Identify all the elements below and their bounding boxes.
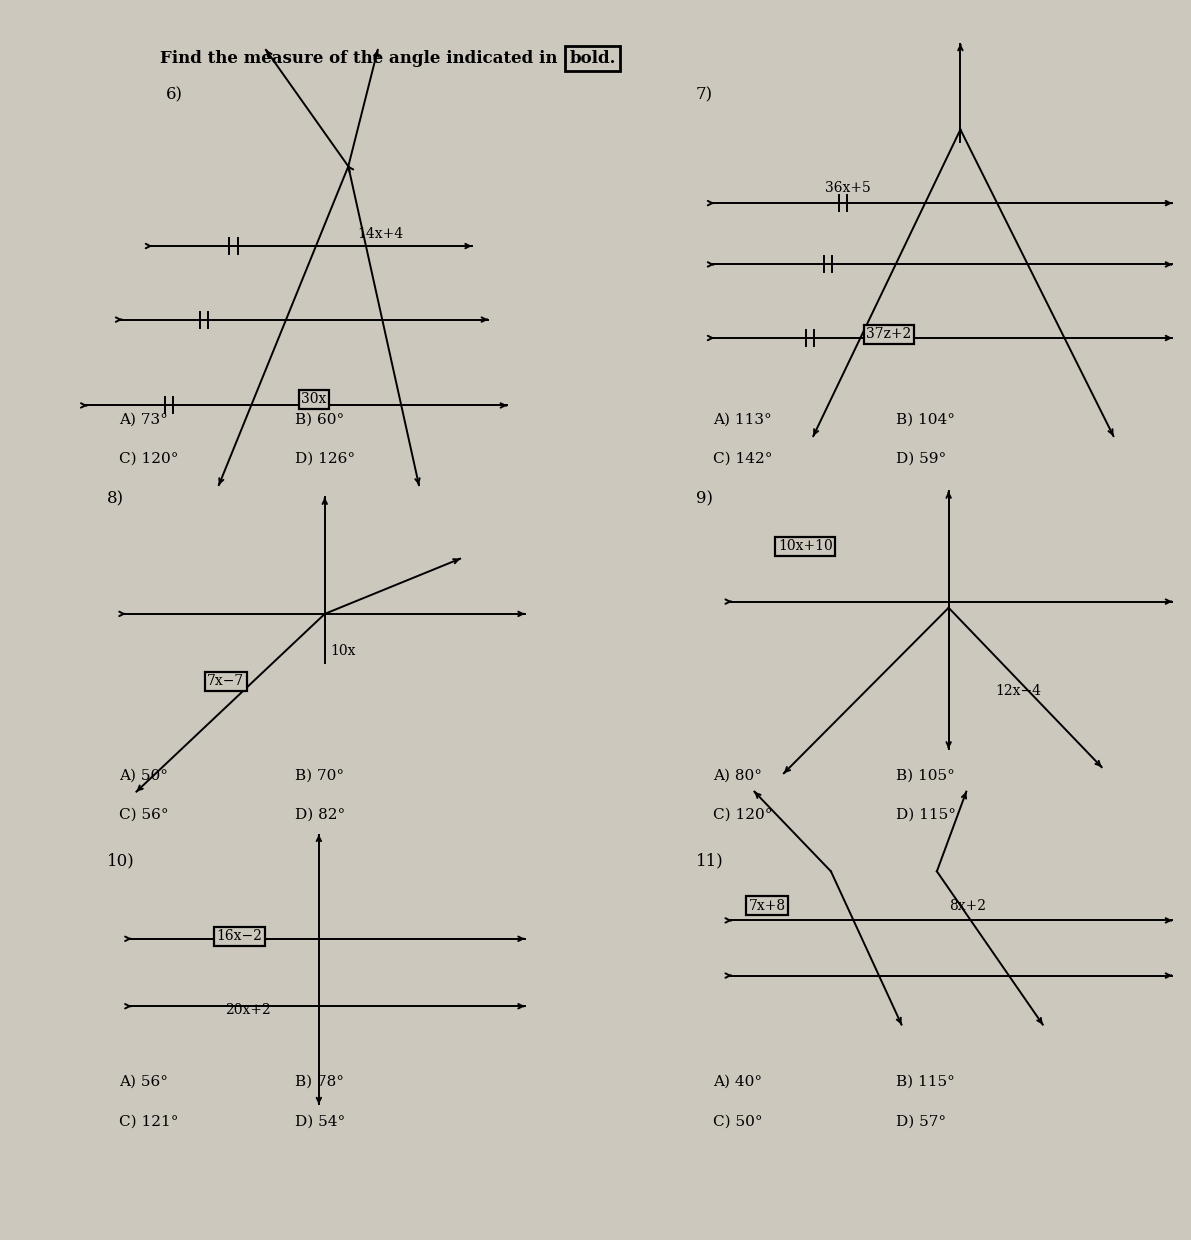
Text: 7x−7: 7x−7: [207, 675, 244, 688]
Text: A) 56°: A) 56°: [119, 1075, 168, 1089]
Text: 10x: 10x: [331, 644, 356, 657]
Text: 30x: 30x: [301, 392, 326, 407]
Text: B) 60°: B) 60°: [295, 413, 344, 427]
Text: B) 105°: B) 105°: [896, 769, 954, 782]
Text: 20x+2: 20x+2: [225, 1003, 270, 1017]
Text: C) 142°: C) 142°: [713, 453, 773, 466]
Text: 9): 9): [696, 491, 712, 507]
Text: 8): 8): [107, 491, 124, 507]
Text: C) 56°: C) 56°: [119, 807, 168, 822]
Text: A) 50°: A) 50°: [119, 769, 168, 782]
Text: 11): 11): [696, 852, 723, 869]
Text: D) 126°: D) 126°: [295, 453, 355, 466]
Text: D) 54°: D) 54°: [295, 1115, 345, 1128]
Text: 37z+2: 37z+2: [866, 327, 911, 341]
Text: A) 40°: A) 40°: [713, 1075, 762, 1089]
Text: C) 50°: C) 50°: [713, 1115, 763, 1128]
Text: D) 115°: D) 115°: [896, 807, 955, 822]
Text: Find the measure of the angle indicated in: Find the measure of the angle indicated …: [160, 50, 563, 67]
Text: 7): 7): [696, 86, 712, 103]
Text: 6): 6): [166, 86, 183, 103]
Text: D) 57°: D) 57°: [896, 1115, 946, 1128]
Text: D) 82°: D) 82°: [295, 807, 345, 822]
Text: C) 121°: C) 121°: [119, 1115, 179, 1128]
Text: B) 70°: B) 70°: [295, 769, 344, 782]
Text: A) 113°: A) 113°: [713, 413, 772, 427]
Text: A) 73°: A) 73°: [119, 413, 168, 427]
Text: 10): 10): [107, 852, 135, 869]
Text: D) 59°: D) 59°: [896, 453, 946, 466]
Text: 10x+10: 10x+10: [778, 539, 833, 553]
Text: 12x−4: 12x−4: [996, 684, 1042, 698]
Text: A) 80°: A) 80°: [713, 769, 762, 782]
Text: 8x+2: 8x+2: [949, 899, 986, 913]
Text: 7x+8: 7x+8: [748, 899, 786, 913]
Text: B) 104°: B) 104°: [896, 413, 955, 427]
Text: C) 120°: C) 120°: [713, 807, 773, 822]
Text: B) 78°: B) 78°: [295, 1075, 344, 1089]
Text: bold.: bold.: [569, 50, 616, 67]
Text: C) 120°: C) 120°: [119, 453, 179, 466]
Text: 36x+5: 36x+5: [825, 181, 871, 196]
Text: 16x−2: 16x−2: [217, 929, 262, 944]
Text: 14x+4: 14x+4: [357, 227, 404, 241]
Text: B) 115°: B) 115°: [896, 1075, 954, 1089]
